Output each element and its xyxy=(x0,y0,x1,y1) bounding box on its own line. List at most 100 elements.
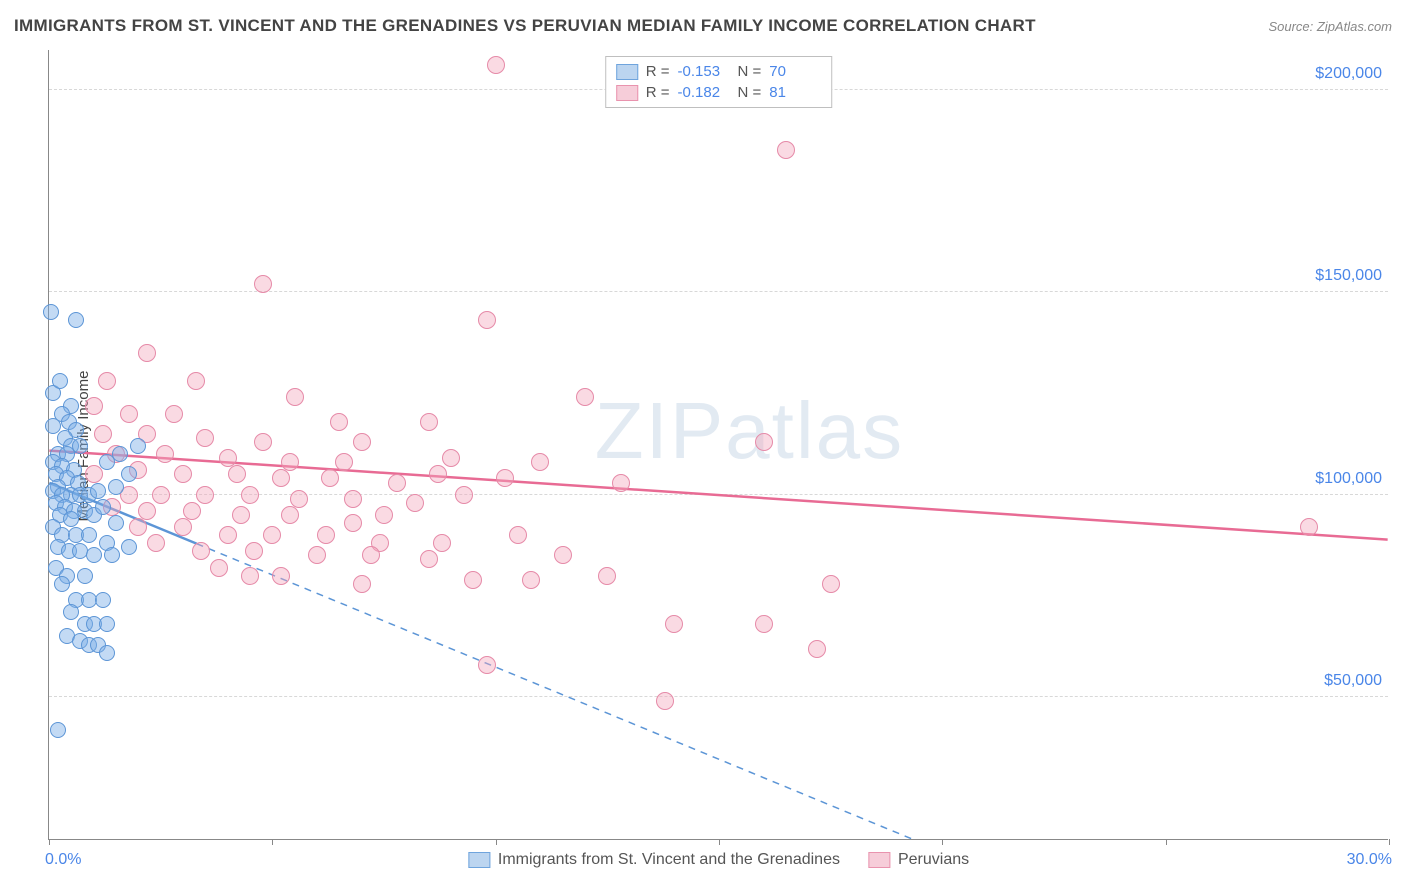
data-point-pink xyxy=(420,550,438,568)
legend-row-pink: R = -0.182 N = 81 xyxy=(616,82,822,103)
x-tick xyxy=(942,839,943,845)
data-point-pink xyxy=(665,615,683,633)
data-point-pink xyxy=(554,546,572,564)
y-tick-label: $50,000 xyxy=(1324,672,1382,690)
swatch-blue xyxy=(468,852,490,868)
data-point-pink xyxy=(254,433,272,451)
data-point-pink xyxy=(85,397,103,415)
gridline xyxy=(49,291,1388,292)
data-point-pink xyxy=(94,425,112,443)
data-point-blue xyxy=(50,722,66,738)
data-point-blue xyxy=(130,438,146,454)
data-point-pink xyxy=(286,388,304,406)
data-point-pink xyxy=(254,275,272,293)
y-tick-label: $150,000 xyxy=(1315,267,1382,285)
data-point-pink xyxy=(85,465,103,483)
data-point-pink xyxy=(138,344,156,362)
x-tick xyxy=(272,839,273,845)
data-point-blue xyxy=(99,645,115,661)
data-point-pink xyxy=(455,486,473,504)
data-point-pink xyxy=(165,405,183,423)
y-tick-label: $100,000 xyxy=(1315,470,1382,488)
stats-legend: R = -0.153 N = 70 R = -0.182 N = 81 xyxy=(605,56,833,108)
data-point-pink xyxy=(478,656,496,674)
data-point-pink xyxy=(263,526,281,544)
data-point-pink xyxy=(442,449,460,467)
data-point-pink xyxy=(317,526,335,544)
data-point-pink xyxy=(174,465,192,483)
data-point-pink xyxy=(464,571,482,589)
data-point-pink xyxy=(344,514,362,532)
data-point-pink xyxy=(232,506,250,524)
legend-label-blue: Immigrants from St. Vincent and the Gren… xyxy=(498,851,840,869)
r-value-pink: -0.182 xyxy=(678,84,730,101)
data-point-pink xyxy=(321,469,339,487)
legend-item-blue: Immigrants from St. Vincent and the Gren… xyxy=(468,851,840,869)
data-point-blue xyxy=(108,515,124,531)
x-tick xyxy=(496,839,497,845)
data-point-blue xyxy=(72,438,88,454)
data-point-pink xyxy=(1300,518,1318,536)
data-point-pink xyxy=(353,575,371,593)
x-tick xyxy=(1166,839,1167,845)
x-max-label: 30.0% xyxy=(1347,851,1392,869)
data-point-pink xyxy=(192,542,210,560)
data-point-pink xyxy=(219,526,237,544)
data-point-pink xyxy=(98,372,116,390)
data-point-pink xyxy=(196,429,214,447)
data-point-pink xyxy=(196,486,214,504)
series-legend: Immigrants from St. Vincent and the Gren… xyxy=(460,851,977,869)
n-value-blue: 70 xyxy=(769,63,821,80)
data-point-blue xyxy=(108,479,124,495)
x-tick xyxy=(1389,839,1390,845)
data-point-pink xyxy=(241,486,259,504)
data-point-blue xyxy=(52,373,68,389)
data-point-pink xyxy=(522,571,540,589)
data-point-pink xyxy=(509,526,527,544)
data-point-pink xyxy=(420,413,438,431)
data-point-pink xyxy=(531,453,549,471)
data-point-pink xyxy=(187,372,205,390)
data-point-blue xyxy=(112,446,128,462)
data-point-pink xyxy=(406,494,424,512)
x-min-label: 0.0% xyxy=(45,851,81,869)
data-point-blue xyxy=(63,604,79,620)
n-label: N = xyxy=(738,63,762,80)
watermark: ZIPatlas xyxy=(595,385,904,477)
swatch-pink xyxy=(616,85,638,101)
n-label: N = xyxy=(738,84,762,101)
data-point-pink xyxy=(375,506,393,524)
data-point-pink xyxy=(241,567,259,585)
legend-label-pink: Peruvians xyxy=(898,851,969,869)
data-point-pink xyxy=(129,518,147,536)
data-point-blue xyxy=(121,539,137,555)
data-point-pink xyxy=(138,502,156,520)
data-point-blue xyxy=(95,592,111,608)
data-point-pink xyxy=(598,567,616,585)
data-point-blue xyxy=(43,304,59,320)
y-tick-label: $200,000 xyxy=(1315,65,1382,83)
data-point-pink xyxy=(429,465,447,483)
gridline xyxy=(49,696,1388,697)
data-point-pink xyxy=(210,559,228,577)
data-point-pink xyxy=(156,445,174,463)
data-point-pink xyxy=(777,141,795,159)
data-point-pink xyxy=(822,575,840,593)
r-value-blue: -0.153 xyxy=(678,63,730,80)
n-value-pink: 81 xyxy=(769,84,821,101)
data-point-pink xyxy=(308,546,326,564)
data-point-pink xyxy=(183,502,201,520)
data-point-pink xyxy=(433,534,451,552)
data-point-pink xyxy=(388,474,406,492)
data-point-pink xyxy=(808,640,826,658)
data-point-blue xyxy=(95,499,111,515)
data-point-blue xyxy=(104,547,120,563)
data-point-pink xyxy=(290,490,308,508)
r-label: R = xyxy=(646,63,670,80)
swatch-pink xyxy=(868,852,890,868)
data-point-pink xyxy=(147,534,165,552)
data-point-blue xyxy=(99,616,115,632)
data-point-pink xyxy=(612,474,630,492)
chart-plot-area: ZIPatlas $50,000 $100,000 $150,000 $200,000… xyxy=(48,50,1388,840)
data-point-blue xyxy=(77,568,93,584)
